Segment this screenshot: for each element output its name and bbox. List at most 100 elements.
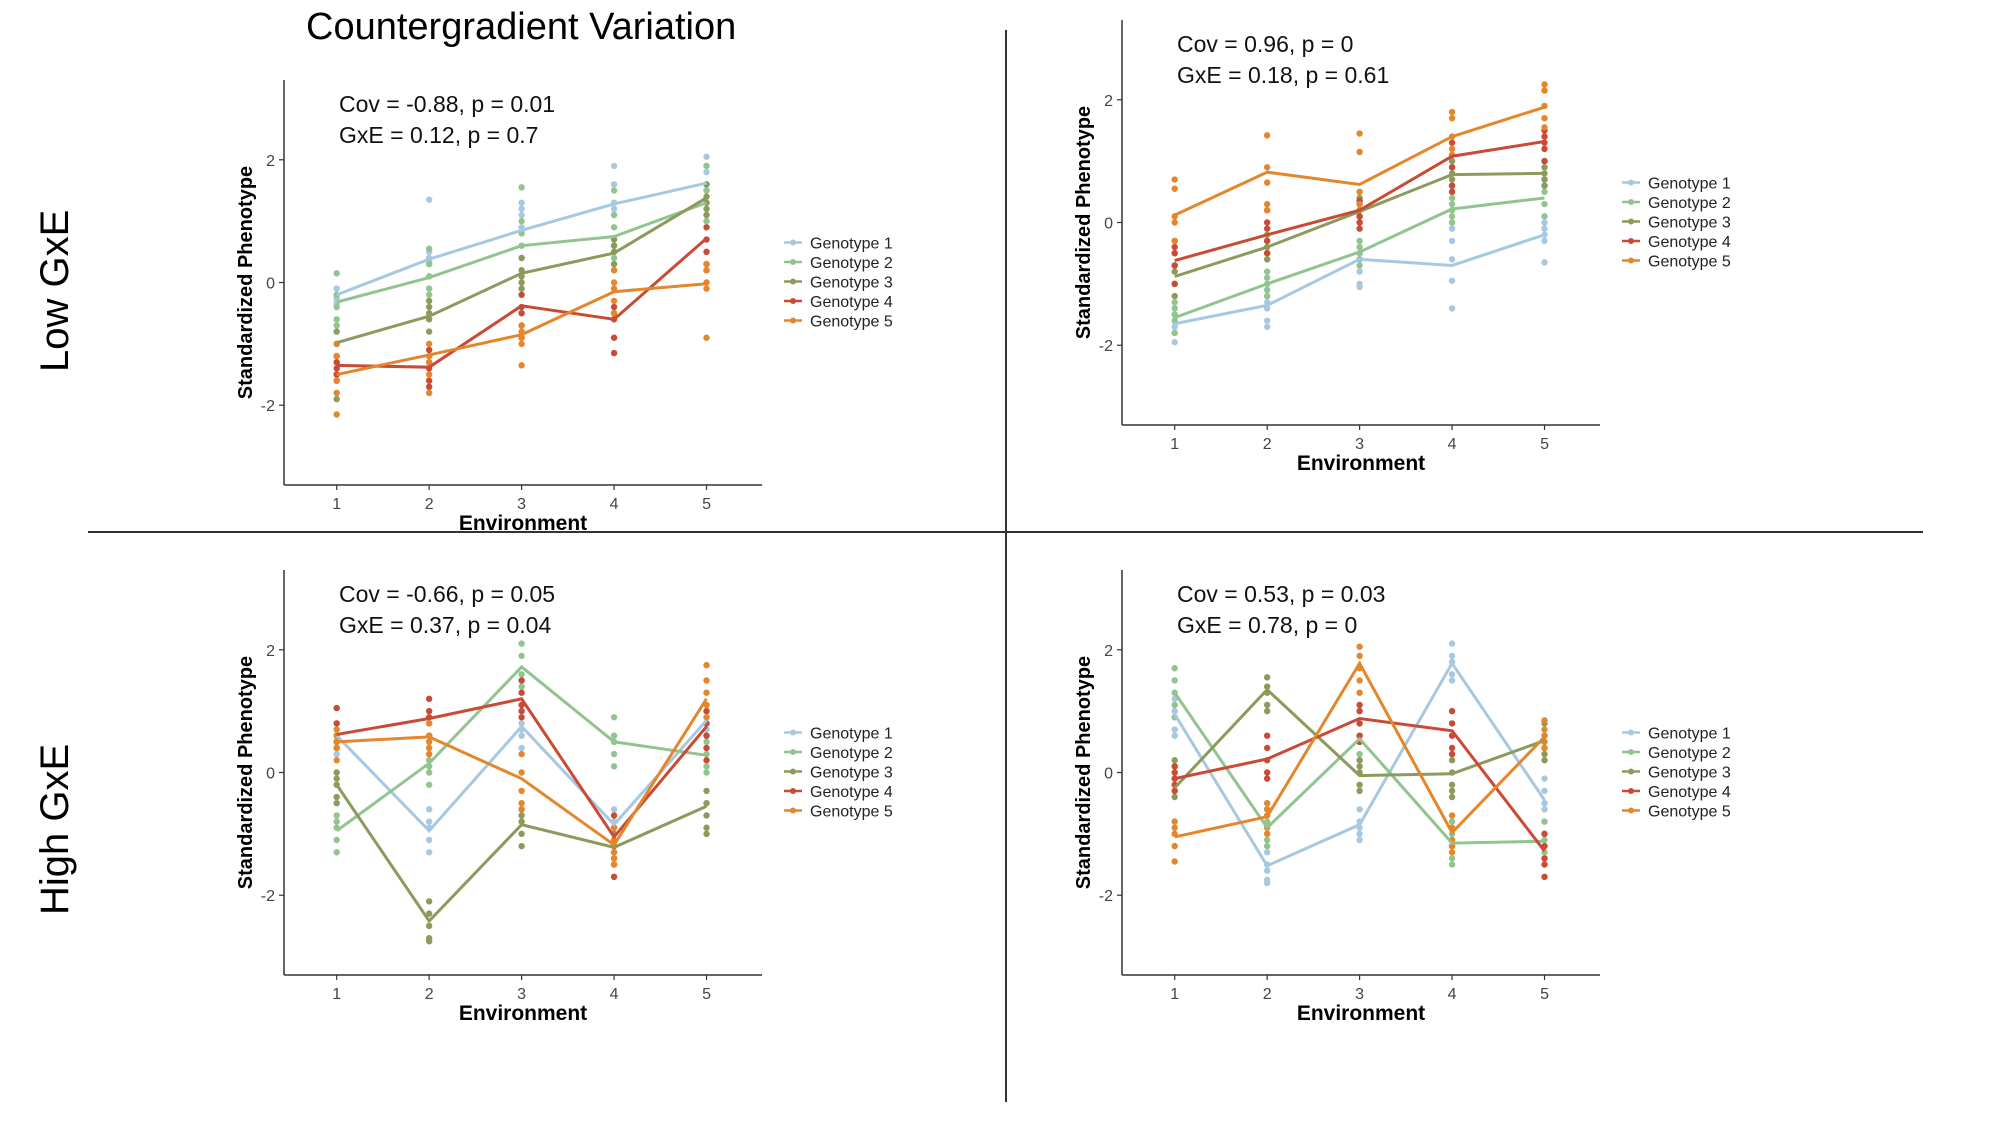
chart-top-right-point [1448, 213, 1456, 220]
chart-top-left-point [703, 168, 710, 176]
chart-top-left-point [518, 254, 525, 262]
chart-top-left-point [610, 205, 618, 213]
chart-top-right-point [1541, 124, 1548, 131]
chart-top-right-x-tick-label: 3 [1355, 436, 1364, 453]
chart-top-right-point [1448, 194, 1456, 202]
chart-bottom-left-point [703, 744, 710, 752]
chart-bottom-right-y-tick-label: 0 [1104, 766, 1113, 783]
chart-bottom-left-x-tick-label: 5 [702, 986, 711, 1003]
chart-top-left-series-line [336, 181, 707, 297]
chart-bottom-right-point [1448, 671, 1456, 678]
chart-top-left-point [703, 248, 710, 256]
chart-top-left-point [703, 334, 710, 341]
chart-top-right-point [1541, 145, 1548, 153]
chart-bottom-right-point [1448, 793, 1456, 801]
chart-top-right-point [1448, 237, 1456, 245]
chart-top-right-point [1171, 262, 1178, 269]
chart-bottom-right-legend-key-dot [1628, 788, 1634, 794]
chart-bottom-left-point [703, 714, 710, 721]
chart-top-left-series-line [336, 282, 707, 377]
chart-bottom-left-point [333, 750, 340, 758]
chart-bottom-right-point [1356, 757, 1363, 764]
chart-top-left-point [333, 411, 340, 418]
chart-bottom-right-point [1263, 842, 1271, 850]
chart-top-right-point [1541, 213, 1548, 220]
chart-bottom-left-point [703, 799, 710, 807]
chart-top-right-x-tick-label: 4 [1448, 436, 1457, 453]
chart-top-right-point [1448, 108, 1456, 116]
chart-bottom-left-y-axis-label: Standardized Phenotype [235, 656, 257, 889]
chart-bottom-right-series-line [1173, 691, 1545, 845]
chart-bottom-left-point [703, 812, 710, 819]
chart-top-left-y-tick-label: -2 [261, 398, 275, 415]
chart-top-right-x-tick-label: 5 [1540, 436, 1549, 453]
chart-top-left-point [425, 196, 433, 203]
chart-top-right-y-tick-label: -2 [1099, 338, 1113, 355]
chart-top-left-point [425, 328, 433, 335]
chart-bottom-right-legend-label: Genotype 2 [1648, 745, 1731, 762]
chart-top-right-legend-key-dot [1628, 179, 1634, 186]
chart-bottom-right-point [1448, 812, 1456, 819]
chart-bottom-left-legend-key-dot [790, 807, 796, 814]
chart-bottom-right-series-line [1173, 687, 1546, 789]
chart-top-right-legend-key-dot [1628, 218, 1634, 225]
chart-bottom-left-point [518, 812, 525, 819]
chart-top-right-point [1263, 179, 1271, 186]
chart-bottom-left-y-tick-label: 0 [266, 766, 275, 783]
chart-top-right-legend-key-dot [1628, 238, 1634, 244]
chart-top-right-point [1263, 237, 1271, 245]
chart-top-right-y-tick-label: 2 [1104, 93, 1113, 110]
chart-bottom-left-point [518, 842, 525, 850]
chart-bottom-left-point [703, 689, 710, 696]
chart-bottom-right-point [1356, 652, 1363, 660]
chart-bottom-right-y-tick-label: 2 [1104, 643, 1113, 660]
chart-top-left-legend-label: Genotype 1 [810, 236, 893, 253]
chart-top-left-point [518, 362, 525, 369]
chart-bottom-right-point [1541, 861, 1548, 868]
chart-bottom-left-point [610, 861, 618, 868]
chart-top-right-legend-key-dot [1628, 199, 1634, 205]
chart-bottom-left-point [518, 732, 525, 739]
chart-top-right-point [1356, 225, 1363, 232]
chart-top-right-point [1541, 188, 1548, 196]
chart-top-right-x-axis-label: Environment [1297, 452, 1425, 475]
chart-top-right-point [1541, 114, 1548, 122]
chart-bottom-left-point [703, 732, 710, 739]
chart-top-left-point [703, 260, 710, 268]
chart-top-left-point [610, 309, 618, 317]
chart-top-left-point [425, 383, 433, 391]
chart-bottom-left-point [425, 695, 433, 703]
chart-bottom-right-point [1171, 858, 1178, 865]
chart-bottom-right-x-tick-label: 2 [1263, 986, 1272, 1003]
chart-top-right-point [1356, 283, 1363, 291]
chart-bottom-left-point [703, 677, 710, 684]
chart-top-right-y-axis-label: Standardized Phenotype [1073, 106, 1095, 339]
chart-top-left-point [333, 316, 340, 323]
chart-top-right-y-tick-label: 0 [1104, 216, 1113, 233]
chart-top-left-x-tick-label: 1 [332, 496, 341, 513]
chart-bottom-right-legend-label: Genotype 1 [1648, 726, 1731, 743]
chart-bottom-left-point [703, 763, 710, 770]
chart-bottom-left-point [518, 671, 525, 678]
figure-title: Countergradient Variation [306, 6, 737, 48]
chart-top-left-legend-key-dot [790, 317, 796, 324]
chart-bottom-left-point [518, 830, 525, 838]
chart-top-left-point [610, 279, 618, 286]
chart-top-right-point [1448, 145, 1456, 153]
row-label-high-gxe: High GxE [33, 743, 77, 915]
chart-bottom-left-point [333, 726, 340, 733]
chart-top-left-point [703, 187, 710, 194]
chart-bottom-left: -2 0 2 1 2 3 4 5 Environment Standardized Phenoty… [235, 570, 893, 1025]
chart-top-right-point [1448, 225, 1456, 232]
chart-top-right-point [1541, 225, 1548, 232]
chart-top-left-point [703, 217, 710, 225]
chart-bottom-right-x-tick-label: 1 [1170, 986, 1179, 1003]
chart-top-left-y-tick-label: 2 [266, 153, 275, 170]
chart-top-left-point [425, 359, 433, 366]
chart-top-left-point [333, 303, 340, 311]
chart-bottom-left-point [333, 704, 340, 712]
chart-bottom-right-point [1171, 842, 1178, 850]
chart-bottom-left-point [610, 873, 618, 881]
chart-top-left-point [333, 389, 340, 397]
chart-top-right-point [1541, 133, 1548, 140]
